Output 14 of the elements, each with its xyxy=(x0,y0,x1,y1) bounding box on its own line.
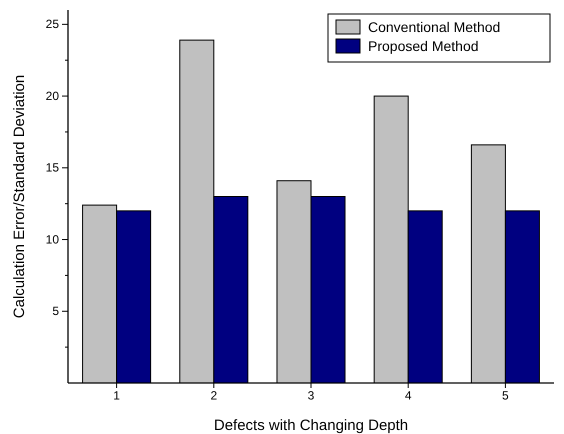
x-tick-label: 2 xyxy=(210,388,218,403)
y-tick-label: 25 xyxy=(46,17,60,32)
y-tick-label: 10 xyxy=(46,232,60,246)
legend-label: Proposed Method xyxy=(368,38,479,54)
x-tick-label: 1 xyxy=(113,388,120,403)
y-axis-title: Calculation Error/Standard Deviation xyxy=(11,74,28,318)
x-tick-label: 4 xyxy=(404,388,412,403)
legend-label: Conventional Method xyxy=(368,19,500,35)
x-tick-label: 5 xyxy=(502,388,510,403)
y-tick-label: 5 xyxy=(52,304,60,318)
x-axis-title: Defects with Changing Depth xyxy=(214,417,408,434)
y-tick-label: 15 xyxy=(46,160,60,175)
y-tick-label: 20 xyxy=(46,88,60,103)
x-tick-label: 3 xyxy=(308,388,315,403)
